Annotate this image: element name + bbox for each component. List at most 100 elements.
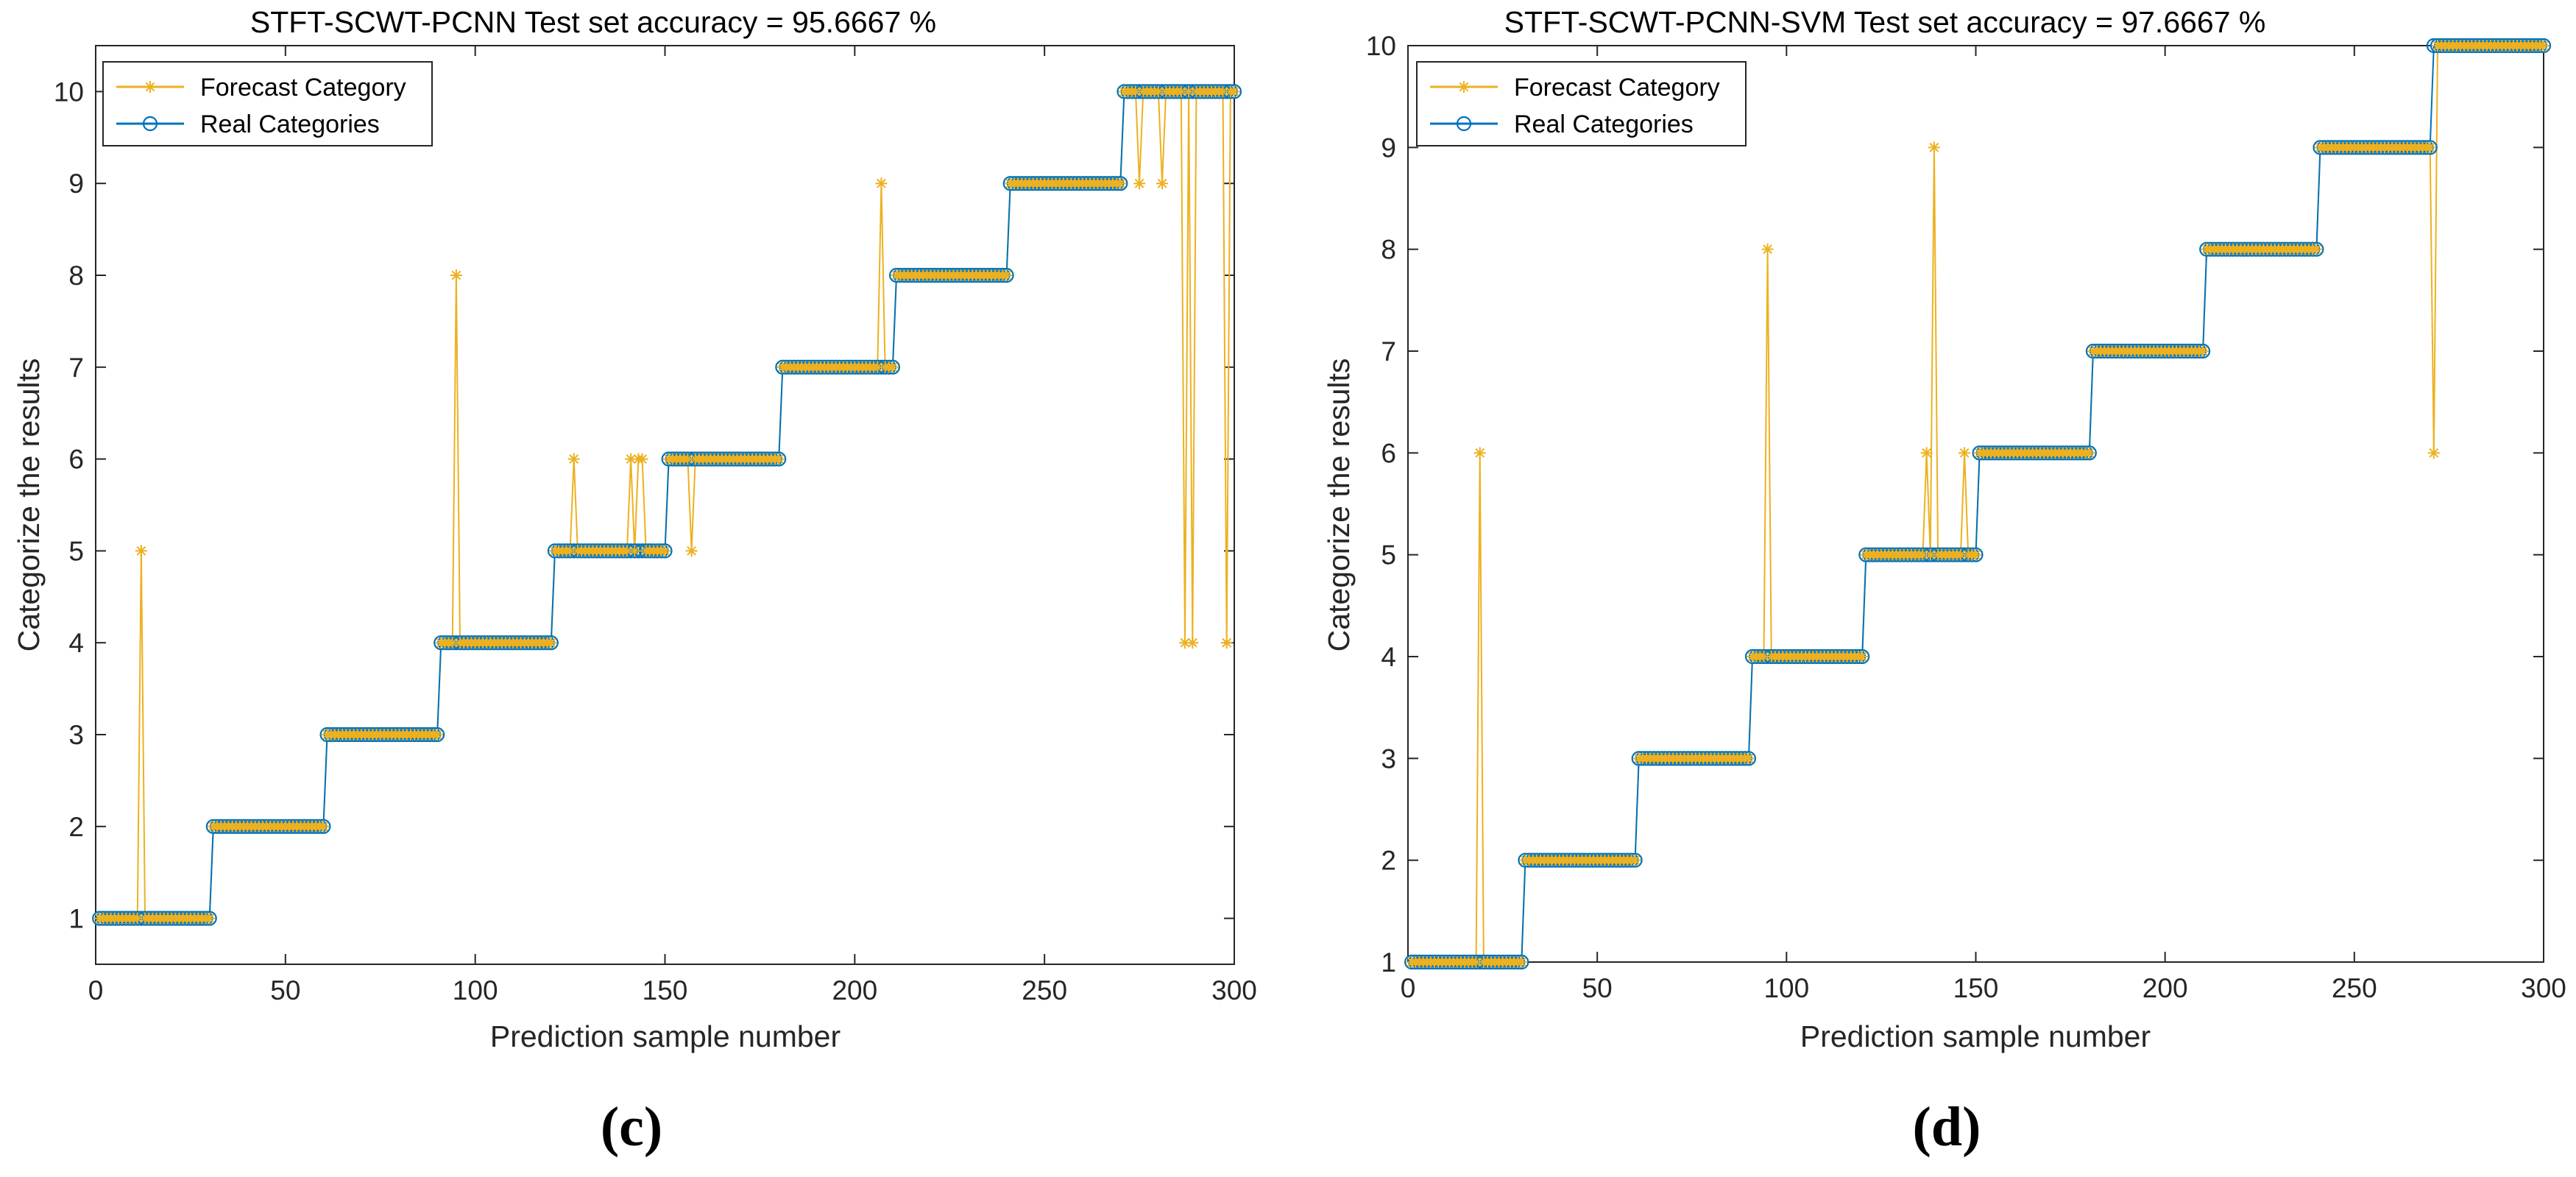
x-tick-label: 50 [270,975,300,1005]
forecast-category-point [1156,177,1169,190]
legend-asterisk [1458,81,1470,93]
forecast-category-point [567,453,580,465]
y-tick-label: 10 [54,77,84,107]
y-tick-label: 10 [1366,31,1396,61]
x-tick-label: 150 [643,975,688,1005]
forecast-category-point [1133,177,1146,190]
forecast-category-point [1761,243,1774,255]
forecast-category-point [1924,548,1936,561]
legend-real-marker [142,116,158,132]
forecast-category-point [625,453,637,465]
forecast-category-point [1515,956,1528,968]
forecast-category-point [135,545,147,557]
x-tick-label: 100 [1763,973,1809,1003]
chart-panel-d: STFT-SCWT-PCNN-SVM Test set accuracy = 9… [1322,5,2566,1158]
y-tick-label: 1 [68,904,84,934]
forecast-category-point [682,453,694,465]
y-tick-label: 5 [68,536,84,566]
chart-title: STFT-SCWT-PCNN Test set accuracy = 95.66… [250,5,936,39]
forecast-category-point [1114,177,1127,190]
legend-box [102,61,433,146]
forecast-category-point [2197,345,2209,357]
x-tick-label: 300 [1211,975,1257,1005]
x-tick-label: 250 [2332,973,2377,1003]
x-tick-label: 0 [88,975,104,1005]
forecast-category-point [620,545,633,557]
forecast-category-point [636,453,648,465]
forecast-category-point [317,820,330,833]
y-axis-label: Categorize the results [1322,358,1356,652]
forecast-category-point [1917,548,1929,561]
axis-ticks: 0 50 100 150 200 250 300 1 2 3 4 5 6 7 8 9 10 [1366,31,2566,1003]
forecast-category-point [1470,956,1482,968]
forecast-category-point [1758,651,1770,662]
x-tick-label: 150 [1953,973,1999,1003]
forecast-category-point [1000,269,1013,281]
axis-ticks: 0 50 100 150 200 250 300 1 2 3 4 5 6 7 8 9 10 [54,46,1257,1005]
forecast-category-point [1175,85,1187,98]
legend: Forecast Category Real Categories [1416,61,1747,146]
forecast-category-point [2310,243,2323,255]
legend-forecast-marker [144,81,156,93]
forecast-category-point [1473,447,1486,459]
y-tick-label: 7 [68,353,84,383]
y-axis-label: Categorize the results [12,358,46,652]
forecast-category-point [629,545,641,557]
forecast-category-point [1742,752,1755,765]
plot-area [1407,45,2544,963]
forecast-category-point [2538,40,2550,52]
forecast-category-point [1152,85,1164,98]
legend-real-label: Real Categories [1514,110,1694,138]
forecast-category-point [1228,85,1240,98]
forecast-category-point [2424,141,2436,154]
y-tick-label: 6 [68,445,84,475]
forecast-category-point [131,912,144,925]
forecast-category-point [1928,141,1940,154]
forecast-category-point [1970,548,1982,561]
forecast-category-point [886,361,899,373]
y-tick-label: 8 [68,261,84,291]
forecast-category-point [446,637,459,649]
x-tick-label: 0 [1401,973,1416,1003]
series-markers [1404,38,2552,970]
legend-forecast-marker [1458,81,1470,93]
y-tick-label: 8 [1381,235,1396,265]
legend-forecast-label: Forecast Category [1514,74,1720,102]
legend-asterisk [144,81,156,93]
forecast-category-point [2427,447,2440,459]
series-markers [92,84,1242,926]
y-tick-label: 3 [68,720,84,750]
forecast-category-point [1856,651,1869,662]
forecast-category-point [450,269,462,281]
forecast-category-point [1958,447,1971,459]
forecast-category-point [1217,85,1229,98]
forecast-category-point [1954,548,1967,561]
legend: Forecast Category Real Categories [102,61,433,146]
forecast-category-point [431,729,444,741]
legend-circle [1456,116,1472,132]
chart-panel-c: STFT-SCWT-PCNN Test set accuracy = 95.66… [12,5,1257,1158]
forecast-category-point [545,637,557,649]
forecast-category-point [1186,637,1199,649]
y-tick-label: 1 [1381,947,1396,978]
panel-caption-d: (d) [1913,1096,1981,1158]
legend-real-marker [1456,116,1472,132]
x-tick-label: 50 [1582,973,1613,1003]
y-tick-label: 5 [1381,540,1396,570]
y-tick-label: 2 [68,812,84,842]
forecast-category-point [871,361,884,373]
forecast-category-point [1129,85,1142,98]
x-axis-label: Prediction sample number [490,1019,841,1053]
x-tick-label: 200 [832,975,877,1005]
legend-real-label: Real Categories [200,110,380,138]
y-tick-label: 9 [1381,132,1396,163]
forecast-category-point [1920,447,1933,459]
x-axis-label: Prediction sample number [1800,1019,2151,1053]
forecast-category-point [203,912,216,925]
forecast-category-point [1178,637,1191,649]
legend-forecast-label: Forecast Category [200,74,406,102]
x-tick-label: 200 [2142,973,2188,1003]
y-tick-label: 7 [1381,336,1396,367]
legend-circle [142,116,158,132]
